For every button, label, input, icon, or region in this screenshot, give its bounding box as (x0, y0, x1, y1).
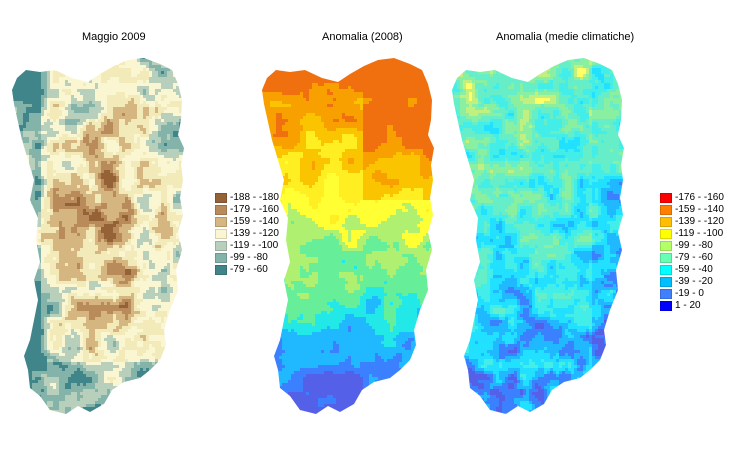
legend-swatch (215, 193, 227, 203)
legend-label: -79 - -60 (675, 252, 713, 264)
legend-entry: -119 - -100 (215, 240, 279, 252)
legend-label: -139 - -120 (230, 228, 279, 240)
legend-label: -139 - -120 (675, 216, 724, 228)
legend-entry: -79 - -60 (215, 264, 279, 276)
legend-swatch (215, 265, 227, 275)
legend-entry: -159 - -140 (215, 216, 279, 228)
map-anomalia-climatiche (452, 58, 624, 414)
legend-label: -39 - -20 (675, 276, 713, 288)
legend-label: -119 - -100 (230, 240, 278, 252)
legend-swatch (660, 289, 672, 299)
legend-maggio: -188 - -180 -179 - -160 -159 - -140 -139 - … (215, 192, 279, 276)
legend-swatch (215, 253, 227, 263)
legend-swatch (660, 241, 672, 251)
legend-entry: -39 - -20 (660, 276, 724, 288)
legend-label: -159 - -140 (230, 216, 279, 228)
legend-swatch (660, 265, 672, 275)
legend-entry: 1 - 20 (660, 300, 724, 312)
legend-swatch (660, 301, 672, 311)
legend-entry: -159 - -140 (660, 204, 724, 216)
legend-label: -119 - -100 (675, 228, 723, 240)
legend-entry: -59 - -40 (660, 264, 724, 276)
legend-label: -188 - -180 (230, 192, 279, 204)
legend-label: -179 - -160 (230, 204, 279, 216)
legend-label: -59 - -40 (675, 264, 713, 276)
legend-swatch (215, 205, 227, 215)
legend-entry: -19 - 0 (660, 288, 724, 300)
legend-swatch (215, 217, 227, 227)
map-title-anomalia-climatiche: Anomalia (medie climatiche) (496, 31, 634, 43)
legend-entry: -139 - -120 (215, 228, 279, 240)
legend-swatch (215, 229, 227, 239)
legend-swatch (660, 205, 672, 215)
legend-anomalia: -176 - -160 -159 - -140 -139 - -120 -119 - … (660, 192, 724, 312)
legend-entry: -119 - -100 (660, 228, 724, 240)
legend-swatch (660, 277, 672, 287)
legend-swatch (660, 253, 672, 263)
legend-entry: -179 - -160 (215, 204, 279, 216)
legend-entry: -176 - -160 (660, 192, 724, 204)
legend-entry: -139 - -120 (660, 216, 724, 228)
map-anomalia-2008 (262, 58, 434, 414)
legend-entry: -188 - -180 (215, 192, 279, 204)
legend-label: -79 - -60 (230, 264, 268, 276)
legend-label: -99 - -80 (675, 240, 713, 252)
legend-label: -19 - 0 (675, 288, 704, 300)
legend-label: -159 - -140 (675, 204, 724, 216)
legend-swatch (660, 229, 672, 239)
map-title-anomalia-2008: Anomalia (2008) (322, 31, 403, 43)
legend-swatch (660, 217, 672, 227)
map-maggio-2009 (12, 58, 184, 414)
legend-label: -99 - -80 (230, 252, 268, 264)
legend-label: 1 - 20 (675, 300, 701, 312)
legend-swatch (215, 241, 227, 251)
legend-entry: -99 - -80 (215, 252, 279, 264)
map-title-maggio: Maggio 2009 (82, 31, 146, 43)
legend-entry: -99 - -80 (660, 240, 724, 252)
legend-swatch (660, 193, 672, 203)
legend-entry: -79 - -60 (660, 252, 724, 264)
legend-label: -176 - -160 (675, 192, 724, 204)
